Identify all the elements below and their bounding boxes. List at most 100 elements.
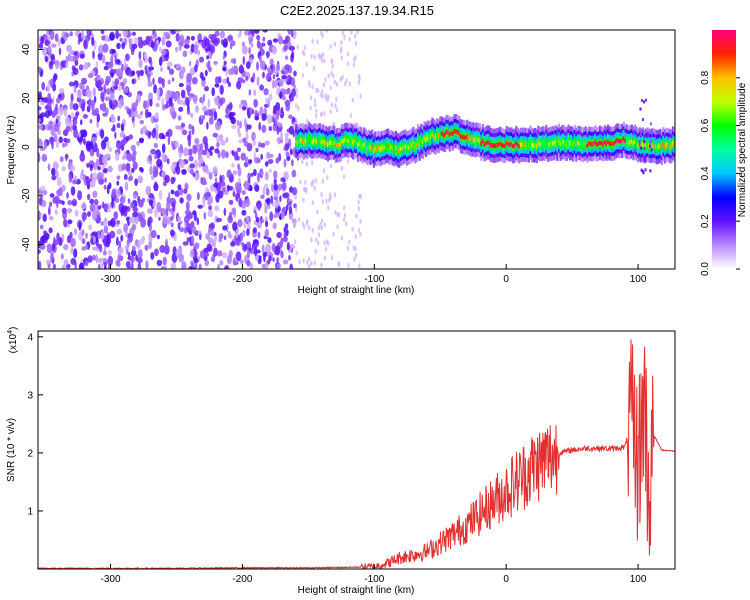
- spectrogram-ridge-peak: [619, 139, 622, 144]
- spectrogram-noise-cell: [85, 232, 88, 239]
- spectrogram-noise-cell: [295, 207, 298, 213]
- spectrogram-noise-cell: [70, 93, 74, 102]
- spectrogram-noise-cell: [217, 190, 224, 199]
- spectrogram-noise-cell: [333, 192, 337, 198]
- spectrogram-ridge-peak: [545, 139, 548, 145]
- spectrogram-noise-cell: [303, 186, 306, 192]
- spectrogram-noise-cell: [357, 73, 361, 79]
- spectrogram-noise-cell: [285, 55, 289, 60]
- spectrogram-ridge-peak: [488, 140, 491, 145]
- spectrogram-noise-cell: [109, 31, 115, 41]
- spectrogram-noise-cell: [208, 171, 213, 180]
- spectrogram-ridge-peak: [377, 145, 380, 151]
- spectrogram-noise-cell: [137, 249, 143, 259]
- spectrogram-noise-cell: [87, 73, 94, 79]
- spectrogram-noise-cell: [206, 151, 211, 159]
- spectrogram-noise-cell: [281, 75, 287, 80]
- spectrogram-noise-cell: [118, 246, 124, 255]
- spectrogram-noise-cell: [167, 136, 171, 146]
- spectrogram-noise-cell: [123, 86, 129, 94]
- spectrogram-noise-cell: [285, 228, 289, 237]
- spectrogram-noise-cell: [253, 205, 258, 211]
- spectrogram-ridge-peak: [303, 140, 306, 145]
- spectrogram-noise-cell: [294, 194, 297, 200]
- spectrogram-noise-cell: [84, 244, 88, 249]
- spectrogram-noise-cell: [44, 55, 49, 63]
- spectrogram-noise-cell: [91, 37, 95, 46]
- spectrogram-noise-cell: [72, 103, 79, 111]
- spectrogram-noise-cell: [114, 132, 117, 139]
- spectrogram-noise-cell: [81, 102, 85, 112]
- spectrogram-noise-cell: [52, 75, 57, 84]
- spectrogram-noise-cell: [246, 124, 252, 130]
- spectrogram-ridge-peak: [618, 138, 621, 144]
- spectrogram-noise-cell: [156, 87, 161, 97]
- spectrogram-noise-cell: [167, 79, 171, 85]
- spectrogram-noise-cell: [256, 40, 261, 49]
- spectrogram-noise-cell: [110, 115, 116, 123]
- spectrogram-noise-cell: [252, 239, 259, 245]
- spectrogram-noise-cell: [284, 132, 289, 138]
- spectrogram-noise-cell: [189, 163, 195, 169]
- spectrogram-ridge-peak: [584, 141, 587, 146]
- spectrogram-noise-cell: [58, 47, 62, 56]
- spectrogram-noise-cell: [242, 106, 247, 111]
- spectrogram-ridge-peak: [576, 140, 580, 146]
- spectrogram-noise-cell: [147, 73, 151, 82]
- spectrogram-noise-cell: [179, 197, 184, 204]
- spectrogram-noise-cell: [345, 78, 348, 84]
- spectrogram-noise-cell: [357, 206, 361, 212]
- spectrogram-noise-cell: [51, 167, 56, 176]
- spectrogram-noise-cell: [49, 60, 54, 66]
- spectrogram-ridge-peak: [466, 134, 469, 139]
- spectrogram-ridge-peak: [352, 140, 355, 145]
- spectrogram-noise-cell: [78, 221, 82, 231]
- spectrogram-noise-cell: [92, 246, 98, 251]
- spectrogram-spike-cell: [651, 131, 654, 135]
- spectrogram-noise-cell: [101, 54, 106, 64]
- spectrogram-noise-cell: [50, 252, 54, 262]
- spectrogram-noise-cell: [46, 83, 51, 92]
- spectrogram-noise-cell: [100, 129, 105, 139]
- spectrogram-ridge-peak: [521, 142, 524, 147]
- spectrogram-noise-cell: [336, 224, 339, 230]
- spectrogram-noise-cell: [100, 30, 105, 35]
- spectrogram-noise-cell: [97, 166, 101, 171]
- spectrogram-spike-cell: [641, 130, 644, 134]
- spectrogram-noise-cell: [111, 188, 117, 198]
- spectrogram-noise-cell: [260, 142, 266, 148]
- spectrogram-noise-cell: [272, 124, 277, 132]
- spectrogram-spike-cell: [641, 154, 644, 157]
- spectrogram-noise-cell: [52, 263, 56, 269]
- spectrogram-noise-cell: [309, 105, 312, 111]
- spectrogram-noise-cell: [177, 115, 182, 121]
- spectrogram-ridge-peak: [632, 141, 635, 146]
- spectrogram-noise-cell: [251, 131, 256, 141]
- spectrogram-noise-cell: [276, 231, 282, 239]
- spectrogram-noise-cell: [286, 242, 290, 251]
- spectrogram-noise-cell: [206, 169, 210, 175]
- spectrogram-noise-cell: [191, 125, 195, 135]
- spectrogram-ridge-peak: [345, 137, 348, 142]
- spectrogram-noise-cell: [357, 228, 361, 233]
- spectrogram-noise-cell: [204, 142, 209, 151]
- spectrogram-noise-cell: [246, 142, 253, 152]
- spectrogram-ridge-peak: [380, 145, 383, 151]
- spectrogram-noise-cell: [169, 216, 174, 222]
- spectrogram-noise-cell: [170, 263, 175, 269]
- spectrogram-noise-cell: [259, 84, 264, 91]
- spectrogram-noise-cell: [69, 231, 73, 239]
- spectrogram-noise-cell: [168, 68, 175, 75]
- spectrogram-ridge-peak: [361, 144, 364, 149]
- spectrogram-noise-cell: [323, 255, 327, 261]
- spectrogram-noise-cell: [317, 232, 321, 238]
- spectrogram-noise-cell: [214, 177, 218, 185]
- spectrogram-noise-cell: [341, 74, 344, 80]
- spectrogram-ridge-peak: [404, 144, 407, 149]
- spectrogram-noise-cell: [58, 136, 63, 144]
- spectrogram-noise-cell: [228, 211, 233, 221]
- spectrogram-noise-cell: [133, 37, 139, 44]
- spectrogram-ridge-peak: [485, 141, 488, 146]
- spectrogram-noise-cell: [324, 95, 328, 101]
- spectrogram-noise-cell: [172, 201, 175, 212]
